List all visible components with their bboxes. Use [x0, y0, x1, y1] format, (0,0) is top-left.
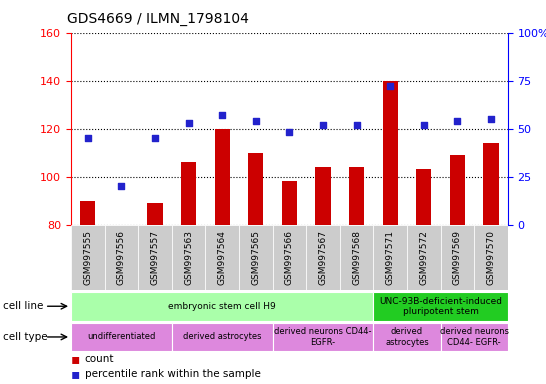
- Point: [117, 183, 126, 189]
- Text: derived astrocytes: derived astrocytes: [183, 333, 262, 341]
- Text: GDS4669 / ILMN_1798104: GDS4669 / ILMN_1798104: [67, 12, 250, 25]
- Text: embryonic stem cell H9: embryonic stem cell H9: [168, 302, 276, 311]
- Bar: [383, 81, 397, 225]
- Text: cell line: cell line: [3, 301, 43, 311]
- Bar: [373, 323, 441, 351]
- Text: GSM997569: GSM997569: [453, 230, 462, 285]
- Text: cell type: cell type: [3, 332, 48, 342]
- Point: [453, 118, 462, 124]
- Point: [386, 83, 395, 89]
- Point: [218, 112, 227, 118]
- Bar: [272, 225, 306, 290]
- Text: derived neurons
CD44- EGFR-: derived neurons CD44- EGFR-: [440, 327, 509, 347]
- Point: [151, 135, 159, 141]
- Bar: [306, 225, 340, 290]
- Bar: [316, 167, 330, 225]
- Bar: [248, 152, 263, 225]
- Bar: [181, 162, 196, 225]
- Text: UNC-93B-deficient-induced
pluripotent stem: UNC-93B-deficient-induced pluripotent st…: [379, 296, 502, 316]
- Text: GSM997570: GSM997570: [486, 230, 495, 285]
- Bar: [407, 225, 441, 290]
- Bar: [450, 155, 465, 225]
- Point: [184, 120, 193, 126]
- Text: percentile rank within the sample: percentile rank within the sample: [85, 369, 260, 379]
- Bar: [105, 225, 138, 290]
- Text: derived neurons CD44-
EGFR-: derived neurons CD44- EGFR-: [274, 327, 372, 347]
- Text: GSM997557: GSM997557: [151, 230, 159, 285]
- Bar: [474, 225, 508, 290]
- Text: GSM997555: GSM997555: [84, 230, 92, 285]
- Point: [419, 122, 428, 128]
- Bar: [239, 225, 272, 290]
- Text: count: count: [85, 354, 114, 364]
- Text: undifferentiated: undifferentiated: [87, 333, 156, 341]
- Text: GSM997565: GSM997565: [251, 230, 260, 285]
- Bar: [172, 323, 272, 351]
- Point: [84, 135, 92, 141]
- Text: GSM997571: GSM997571: [385, 230, 395, 285]
- Text: GSM997563: GSM997563: [184, 230, 193, 285]
- Bar: [373, 292, 508, 321]
- Bar: [441, 323, 508, 351]
- Point: [285, 129, 294, 136]
- Bar: [416, 169, 431, 225]
- Text: GSM997564: GSM997564: [218, 230, 227, 285]
- Point: [251, 118, 260, 124]
- Bar: [349, 167, 364, 225]
- Bar: [282, 182, 297, 225]
- Point: [486, 116, 495, 122]
- Text: ▪: ▪: [71, 367, 80, 381]
- Bar: [441, 225, 474, 290]
- Bar: [71, 323, 172, 351]
- Text: GSM997566: GSM997566: [285, 230, 294, 285]
- Bar: [147, 203, 163, 225]
- Text: ▪: ▪: [71, 352, 80, 366]
- Bar: [80, 201, 96, 225]
- Text: GSM997572: GSM997572: [419, 230, 428, 285]
- Text: derived
astrocytes: derived astrocytes: [385, 327, 429, 347]
- Bar: [272, 323, 373, 351]
- Text: GSM997568: GSM997568: [352, 230, 361, 285]
- Bar: [172, 225, 205, 290]
- Text: GSM997567: GSM997567: [318, 230, 328, 285]
- Point: [352, 122, 361, 128]
- Bar: [205, 225, 239, 290]
- Bar: [373, 225, 407, 290]
- Bar: [71, 225, 105, 290]
- Bar: [71, 292, 373, 321]
- Point: [319, 122, 328, 128]
- Bar: [138, 225, 172, 290]
- Bar: [215, 129, 230, 225]
- Bar: [340, 225, 373, 290]
- Text: GSM997556: GSM997556: [117, 230, 126, 285]
- Bar: [483, 143, 498, 225]
